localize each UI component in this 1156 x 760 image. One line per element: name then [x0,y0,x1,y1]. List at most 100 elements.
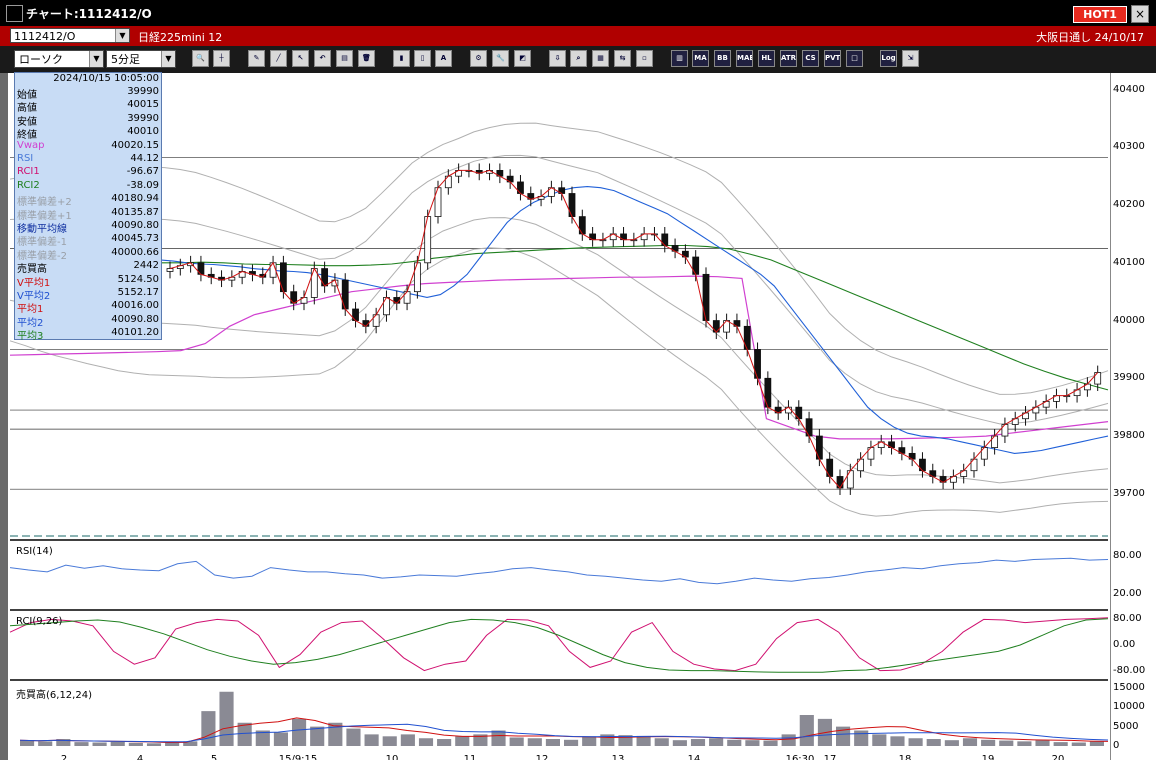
pen-icon[interactable]: ✎ [248,50,265,67]
candle [424,216,432,264]
volume-bar [564,739,579,746]
volume-bar [273,732,288,746]
volume-bar [128,742,143,746]
volume-bar [981,739,996,746]
info-value: 40016.00 [111,300,159,312]
crosshair-icon[interactable]: ┼ [213,50,230,67]
hl-button[interactable]: HL [758,50,775,67]
info-value: 40045.73 [111,233,159,245]
info-value: 39990 [127,86,159,97]
blank-icon[interactable]: ▫ [636,50,653,67]
volume-bar [545,739,560,746]
cursor-icon[interactable]: ↖ [292,50,309,67]
export-icon[interactable]: ⇲ [902,50,919,67]
mae-button[interactable]: MAE [736,50,753,67]
info-row: 標準偏差-1 40045.73 [17,233,159,248]
price-pane [9,122,1109,681]
cs-button[interactable]: CS [802,50,819,67]
hot-button[interactable]: HOT1 [1073,6,1127,23]
chevron-down-icon[interactable]: ▼ [115,29,129,42]
symbol-bar: 1112412/O ▼ 日経225mini 12 大阪日通し 24/10/17 [0,26,1156,46]
volume-tick-label: 15000 [1113,681,1145,693]
interval-select[interactable]: 5分足 ▼ [106,50,176,68]
info-key: 高値 [17,103,37,115]
close-button[interactable]: × [1131,5,1149,23]
info-row: 平均2 40090.80 [17,314,159,329]
candle-alt-icon[interactable]: ▯ [414,50,431,67]
info-value: 39990 [127,112,159,124]
time-tick-label: 16:30 [786,754,815,760]
log-button[interactable]: Log [880,50,897,67]
info-row: RCI1 -96.67 [17,166,159,178]
undo-icon[interactable]: ↶ [314,50,331,67]
bollinger-band-line [9,247,1109,517]
info-key: 売買高 [17,264,47,276]
atr-button[interactable]: ATR [780,50,797,67]
time-tick-label: 20 [1052,754,1065,760]
wrench-icon[interactable]: 🔧 [492,50,509,67]
price-tick-label: 40100 [1113,256,1145,268]
symbol-value: 1112412/O [14,30,76,43]
bb-button[interactable]: BB [714,50,731,67]
document-icon[interactable]: ▤ [336,50,353,67]
chart-type-select[interactable]: ローソク ▼ [14,50,104,68]
symbol-input[interactable]: 1112412/O ▼ [10,28,130,43]
chevron-down-icon[interactable]: ▼ [89,51,103,67]
grid-icon[interactable]: ▦ [592,50,609,67]
ma-button[interactable]: MA [692,50,709,67]
info-value: 5152.17 [117,287,159,298]
info-key: 終値 [17,130,37,142]
volume-bar [872,734,887,746]
volume-tick-label: 0 [1113,740,1120,751]
rci1-line [9,617,1109,672]
vwap-line [9,275,1109,440]
compare-icon[interactable]: ⇆ [614,50,631,67]
data-window: 2024/10/15 10:05:00 始値 39990 高値 40015 安値 3999… [14,72,162,343]
info-datetime: 2024/10/15 10:05:00 [53,73,159,84]
volume-bar [255,730,270,746]
volume-bar [473,734,488,746]
info-value: 40135.87 [111,206,159,218]
volume-bar [509,737,524,746]
pvt-button[interactable]: PVT [824,50,841,67]
volume-bar [382,736,397,746]
search-icon[interactable]: ⌕ [570,50,587,67]
rsi-pane [9,557,1109,585]
time-tick-label: 13 [612,754,625,760]
info-key: RCI1 [17,166,40,178]
bollinger-band-line [9,122,1109,395]
gear-icon[interactable]: ⚙ [470,50,487,67]
info-row: RSI 44.12 [17,153,159,165]
chart-mini-icon[interactable]: ▥ [671,50,688,67]
bollinger-band-line [9,217,1109,484]
volume-bar [799,715,814,746]
info-key: 移動平均線 [17,224,67,235]
info-value: 40101.20 [111,327,159,339]
title-bar: チャート:1112412/O HOT1 × [0,0,1156,26]
volume-bar [527,738,542,746]
volume-bar [908,738,923,746]
download-icon[interactable]: ⇩ [549,50,566,67]
volume-bar [582,736,597,746]
volume-bar [92,742,107,746]
price-tick-label: 39800 [1113,430,1145,442]
all-icon[interactable]: A [435,50,452,67]
info-value: 40015 [127,99,159,111]
window-icon[interactable]: □ [846,50,863,67]
zoom-icon[interactable]: 🔍 [192,50,209,67]
info-row: 平均3 40101.20 [17,327,159,343]
palette-icon[interactable]: ◩ [514,50,531,67]
info-key: 平均3 [17,331,44,343]
rci-tick-label: 0.00 [1113,639,1136,650]
bollinger-band-line [9,154,1109,425]
trendline-icon[interactable]: ╱ [270,50,287,67]
info-value: 40090.80 [111,220,159,231]
volume-pane [19,691,1109,746]
volume-bar [763,740,778,746]
trash-icon[interactable]: 🗑 [358,50,375,67]
candle-icon[interactable]: ▮ [393,50,410,67]
volume-ma2-line [19,723,1109,743]
info-row: 標準偏差+2 40180.94 [17,193,159,208]
ma-mid-line [159,186,1109,454]
chevron-down-icon[interactable]: ▼ [161,51,175,67]
